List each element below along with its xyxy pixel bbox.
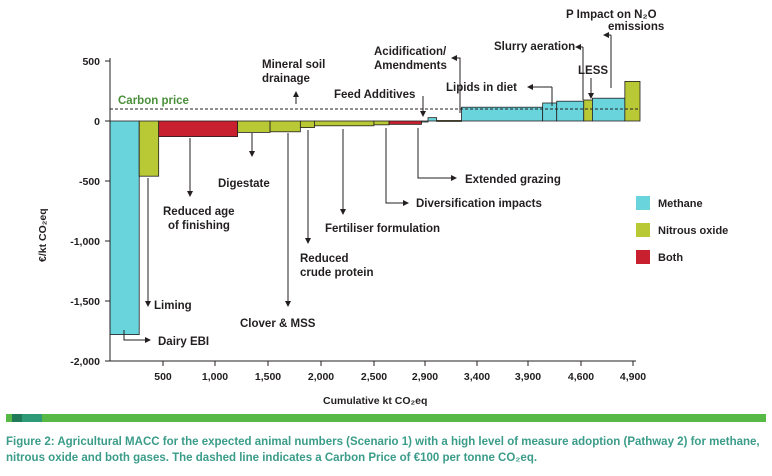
decorative-divider [6, 414, 766, 422]
label-p-impact-2: emissions [608, 21, 664, 33]
bar-reduced-crude-protein [299, 120, 315, 128]
label-acidification-2: Amendments [374, 60, 447, 72]
bar-less [583, 99, 593, 122]
label-mineral-soil-1: Mineral soil [262, 59, 325, 71]
label-reduced-cp-2: crude protein [300, 267, 373, 279]
label-feed-additives: Feed Additives [334, 89, 415, 101]
label-less: LESS [578, 65, 608, 77]
label-fertiliser: Fertiliser formulation [325, 223, 440, 235]
y-tick-label: -2,000 [70, 356, 100, 368]
label-digestate: Digestate [218, 178, 270, 190]
x-tick-label: 1,500 [255, 371, 281, 383]
label-dairy-ebi: Dairy EBI [158, 336, 209, 348]
bar-digestate [237, 120, 271, 133]
label-slurry: Slurry aeration [494, 41, 575, 53]
legend-swatch-nitrous-oxide [636, 223, 650, 237]
bar-diversification-impacts [373, 120, 390, 126]
x-tick-label: 4,600 [568, 371, 594, 383]
legend-label-both: Both [658, 252, 683, 264]
legend: Methane Nitrous oxide Both [636, 196, 728, 264]
label-liming: Liming [154, 300, 192, 312]
label-p-impact-1: P Impact on N₂O [566, 9, 657, 21]
bar-liming [138, 120, 160, 177]
x-tick-label: 1,000 [202, 371, 228, 383]
y-tick-label: -500 [79, 176, 100, 188]
axes-layer: 500 0 -500 -1,000 -1,500 -2,000 500 1,000 1,500 2… [70, 56, 646, 383]
bar-acidification-amendments [436, 120, 462, 122]
macc-chart: 500 0 -500 -1,000 -1,500 -2,000 500 1,000 1,500 2… [37, 9, 728, 407]
label-lipids: Lipids in diet [446, 82, 517, 94]
legend-label-methane: Methane [658, 198, 703, 210]
bar-reduced-age-of-finishing [158, 120, 239, 137]
y-tick-label: -1,000 [70, 236, 100, 248]
label-acidification-1: Acidification/ [374, 46, 447, 58]
bar-mineral-soil-drainage [421, 120, 429, 123]
y-tick-label: 500 [82, 56, 100, 68]
label-reduced-cp-1: Reduced [300, 253, 349, 265]
label-extended-grazing: Extended grazing [465, 174, 561, 186]
bar-measure-14 [556, 100, 585, 122]
legend-label-nitrous-oxide: Nitrous oxide [658, 225, 728, 237]
bars-layer [109, 81, 641, 336]
figure-caption: Figure 2: Agricultural MACC for the expe… [6, 436, 760, 464]
bar-extended-grazing [388, 120, 422, 125]
divider-accent-dark [12, 414, 22, 422]
annotation-leaders [123, 32, 612, 343]
bar-clover-mss [269, 120, 301, 133]
bar-p-impact-on-n-o-emissions [624, 81, 641, 122]
x-tick-label: 500 [154, 371, 172, 383]
label-mineral-soil-2: drainage [262, 73, 310, 85]
y-tick-label: -1,500 [70, 296, 100, 308]
legend-swatch-methane [636, 196, 650, 210]
x-tick-label: 2,900 [412, 371, 438, 383]
bar-measure-16 [592, 97, 626, 122]
x-tick-label: 2,500 [361, 371, 387, 383]
leader-diversification [385, 128, 409, 206]
leader-extended-grazing [417, 128, 457, 181]
label-reduced-age-1: Reduced age [163, 206, 235, 218]
carbon-price-label: Carbon price [118, 95, 189, 107]
x-tick-label: 4,900 [620, 371, 646, 383]
label-diversification: Diversification impacts [416, 198, 542, 210]
y-tick-label: 0 [94, 116, 100, 128]
x-axis-title: Cumulative kt CO₂eq [323, 395, 427, 407]
bar-dairy-ebi [109, 120, 140, 336]
x-tick-label: 3,400 [464, 371, 490, 383]
label-clover: Clover & MSS [240, 318, 316, 330]
bar-feed-additives [427, 117, 438, 122]
bar-fertiliser-formulation [314, 120, 375, 127]
x-tick-label: 3,900 [515, 371, 541, 383]
label-reduced-age-2: of finishing [168, 220, 230, 232]
x-tick-label: 2,000 [308, 371, 334, 383]
bar-slurry-aeration [542, 102, 558, 122]
divider-accent-mid [22, 414, 42, 422]
y-axis-title: €/kt CO₂eq [37, 208, 49, 262]
leader-dairy-ebi [123, 330, 151, 343]
legend-swatch-both [636, 250, 650, 264]
